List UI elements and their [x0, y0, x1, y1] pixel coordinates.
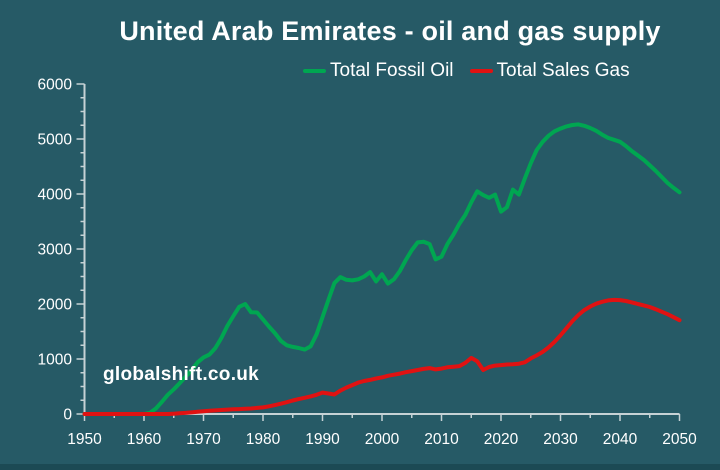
y-tick-label: 3000	[38, 242, 73, 259]
bottom-strip	[0, 464, 720, 470]
legend-item-fossil-oil: Total Fossil Oil	[303, 60, 454, 82]
x-tick-label: 2030	[543, 431, 578, 448]
y-tick-label: 6000	[38, 77, 73, 94]
x-tick-label: 1950	[67, 431, 102, 448]
chart-title: United Arab Emirates - oil and gas suppl…	[119, 16, 661, 46]
x-tick-label: 1960	[127, 431, 162, 448]
x-tick-label: 2020	[484, 431, 519, 448]
total-sales-gas-line	[82, 297, 682, 416]
x-tick-label: 1980	[246, 431, 281, 448]
y-tick-label: 2000	[38, 297, 73, 314]
y-tick-label: 5000	[38, 132, 73, 149]
x-axis-ticks	[83, 414, 681, 421]
y-tick-label: 4000	[38, 187, 73, 204]
x-tick-label: 2000	[365, 431, 400, 448]
x-tick-label: 2050	[662, 431, 697, 448]
x-tick-label: 1970	[186, 431, 221, 448]
watermark: globalshift.co.uk	[103, 364, 260, 385]
x-tick-label: 2040	[603, 431, 638, 448]
legend-label-fossil-oil: Total Fossil Oil	[330, 60, 454, 81]
fossil-oil-swatch-icon	[303, 69, 326, 73]
y-axis-labels: 0 1000 2000 3000 4000 5000 6000	[38, 77, 73, 424]
x-tick-label: 2010	[424, 431, 459, 448]
x-tick-label: 1990	[305, 431, 340, 448]
y-axis-ticks	[76, 83, 85, 415]
y-tick-label: 1000	[38, 352, 73, 369]
x-axis-labels: 1950 1960 1970 1980 1990 2000 2010 2020 2030 2040…	[67, 431, 697, 448]
legend-label-sales-gas: Total Sales Gas	[496, 60, 630, 81]
legend: Total Fossil Oil Total Sales Gas	[303, 60, 630, 82]
sales-gas-swatch-icon	[469, 69, 493, 73]
y-tick-label: 0	[63, 407, 72, 424]
legend-item-sales-gas: Total Sales Gas	[469, 60, 630, 82]
total-fossil-oil-line	[82, 122, 682, 416]
